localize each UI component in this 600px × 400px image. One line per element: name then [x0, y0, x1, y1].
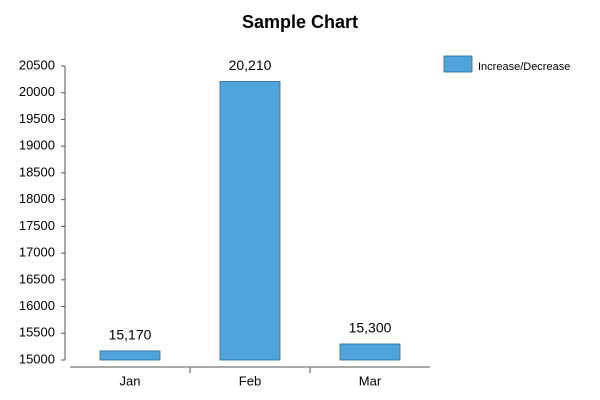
bar — [219, 81, 281, 361]
legend-swatch — [443, 55, 473, 73]
chart-title: Sample Chart — [242, 12, 358, 32]
value-label: 15,300 — [349, 320, 392, 336]
y-tick-label: 15500 — [19, 325, 55, 340]
x-tick-label: Feb — [239, 373, 261, 388]
bar — [99, 350, 161, 361]
y-tick-label: 20000 — [19, 84, 55, 99]
y-tick-label: 18000 — [19, 191, 55, 206]
y-tick-label: 17000 — [19, 245, 55, 260]
y-tick-label: 18500 — [19, 164, 55, 179]
y-tick-label: 20500 — [19, 57, 55, 72]
y-tick-label: 15000 — [19, 351, 55, 366]
y-tick-label: 17500 — [19, 218, 55, 233]
value-label: 20,210 — [229, 57, 272, 73]
value-label: 15,170 — [109, 327, 152, 343]
x-tick-label: Mar — [359, 373, 382, 388]
y-tick-label: 19500 — [19, 111, 55, 126]
y-tick-label: 19000 — [19, 138, 55, 153]
y-tick-label: 16500 — [19, 271, 55, 286]
y-tick-label: 16000 — [19, 298, 55, 313]
x-tick-label: Jan — [120, 373, 141, 388]
legend-label: Increase/Decrease — [478, 61, 570, 73]
bar — [339, 343, 401, 361]
